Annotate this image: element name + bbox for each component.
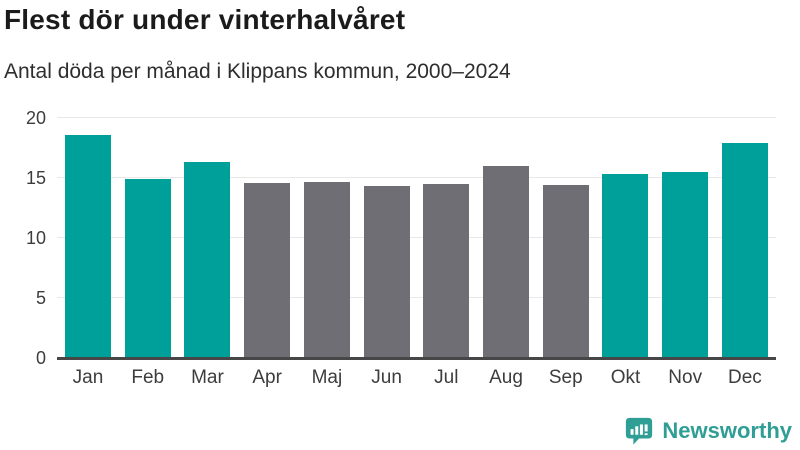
x-axis: Jan Feb Mar Apr Maj Jun Jul Aug Sep Okt Nov Dec <box>57 367 776 389</box>
y-tick-label: 20 <box>25 108 46 128</box>
bar-jul <box>423 184 470 358</box>
bar-apr <box>244 182 291 358</box>
bars <box>57 118 776 358</box>
x-tick-label: Aug <box>489 367 523 388</box>
x-tick-label: Dec <box>728 367 762 388</box>
x-tick-label: Jul <box>434 367 459 388</box>
bar-mar <box>184 162 231 358</box>
bar-feb <box>124 179 171 358</box>
y-tick-label: 0 <box>35 348 46 368</box>
brand-name: Newsworthy <box>662 418 792 443</box>
gridline <box>57 237 776 238</box>
y-axis: 0 5 10 15 20 <box>0 108 46 368</box>
gridline <box>57 177 776 178</box>
bar-nov <box>662 172 709 358</box>
x-tick-label: Feb <box>131 367 165 388</box>
y-tick-label: 10 <box>25 228 46 248</box>
x-tick-label: Jan <box>72 367 104 388</box>
x-tick-label: Mar <box>191 367 224 388</box>
page-title: Flest dör under vinterhalvåret <box>4 4 406 35</box>
newsworthy-logo: Newsworthy <box>624 416 792 446</box>
x-tick-label: Sep <box>548 367 583 388</box>
gridline <box>57 297 776 298</box>
y-tick-label: 15 <box>25 168 46 188</box>
chart-subtitle: Antal döda per månad i Klippans kommun, … <box>4 60 511 83</box>
bar-sep <box>542 185 589 358</box>
x-tick-label: Jun <box>371 367 402 388</box>
x-axis-baseline <box>57 357 776 360</box>
bar-aug <box>483 166 530 358</box>
bar-maj <box>303 181 350 358</box>
y-tick-label: 5 <box>35 288 46 308</box>
x-tick-label: Maj <box>311 367 343 388</box>
x-tick-label: Nov <box>668 367 703 388</box>
bar-jun <box>363 186 410 358</box>
bar-okt <box>602 174 649 358</box>
x-tick-label: Okt <box>610 367 641 388</box>
speech-bubble-bar-chart-icon <box>624 416 654 446</box>
bar-jan <box>65 134 111 358</box>
gridline <box>57 117 776 118</box>
bar-dec <box>721 143 768 358</box>
plot-area <box>57 117 776 358</box>
x-tick-label: Apr <box>252 367 282 388</box>
